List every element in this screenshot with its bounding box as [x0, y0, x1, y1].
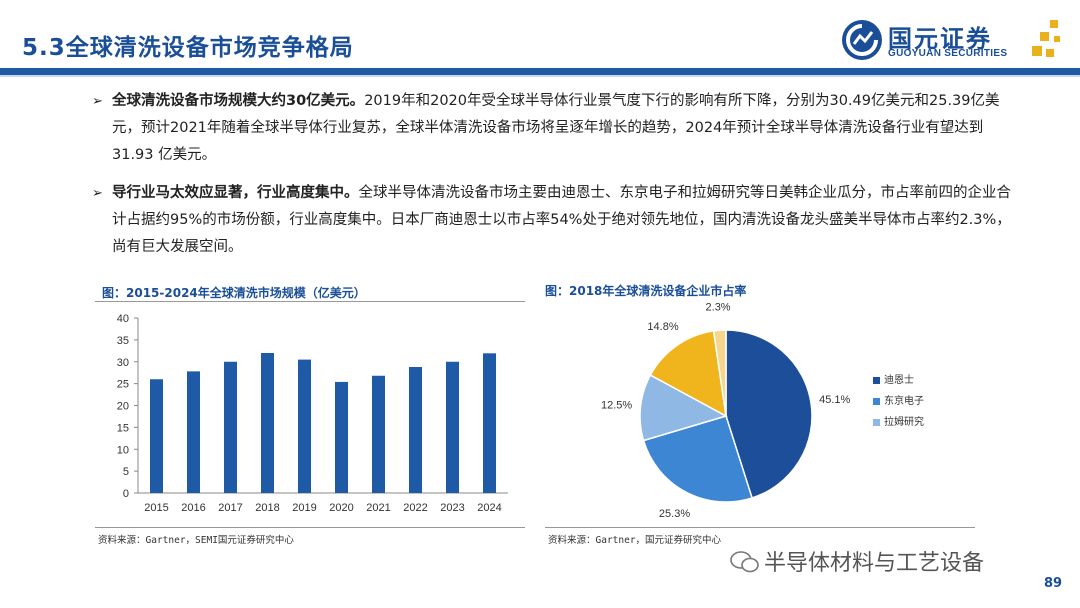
bar: [224, 361, 237, 493]
bullet-paragraph: ➢ 全球清洗设备市场规模大约30亿美元。2019年和2020年受全球半导体行业景…: [92, 88, 1022, 169]
y-tick-label: 40: [117, 313, 129, 325]
bar: [335, 381, 348, 493]
y-tick-label: 5: [123, 466, 129, 478]
source-note: 资料来源：Gartner，SEMI国元证券研究中心: [98, 535, 294, 546]
wechat-icon: [730, 551, 759, 573]
bar: [446, 361, 459, 493]
x-tick-label: 2019: [292, 502, 316, 514]
pie-slice: [712, 329, 727, 417]
y-tick-label: 15: [117, 422, 129, 434]
watermark-text: 半导体材料与工艺设备: [764, 551, 985, 576]
bullet-paragraph: ➢ 导行业马太效应显著，行业高度集中。全球半导体清洗设备市场主要由迪恩士、东京电…: [92, 180, 1022, 261]
source-rule: [95, 527, 525, 528]
y-tick-label: 30: [117, 357, 129, 369]
logo-emblem-icon: [842, 20, 882, 60]
x-tick-label: 2018: [255, 502, 279, 514]
pie-data-label: 2.3%: [706, 302, 731, 313]
x-tick-label: 2020: [329, 502, 353, 514]
legend-entry: 迪恩士: [873, 374, 933, 387]
pie-slice: [642, 415, 754, 503]
bar: [298, 359, 311, 493]
bar: [483, 353, 496, 493]
bar-chart: 0 5 10 15 20 25 30 35 40 2015 2016 2017 2018 2019 2020…: [117, 313, 508, 514]
x-tick-label: 2024: [477, 502, 501, 514]
y-tick-label: 25: [117, 379, 129, 391]
logo-text-cn: 国元证券: [888, 25, 992, 53]
bullet-lead: 全球清洗设备市场规模大约30亿美元。: [112, 93, 365, 109]
logo-square-icon: [1046, 49, 1054, 57]
x-tick-label: 2021: [366, 502, 390, 514]
legend-entry: 拉姆研究: [873, 416, 933, 429]
source-note: 资料来源：Gartner，国元证券研究中心: [548, 535, 722, 546]
page-number: 89: [1044, 576, 1063, 591]
pie-slice: [725, 329, 813, 499]
pie-slice: [639, 374, 728, 442]
company-logo: 国元证券 GUOYUAN SECURITIES: [842, 18, 1072, 64]
x-tick-label: 2022: [403, 502, 427, 514]
pie-data-label: 12.5%: [601, 400, 632, 412]
bullet-arrow-icon: ➢: [92, 186, 103, 201]
bar: [187, 371, 200, 493]
bullet-arrow-icon: ➢: [92, 94, 103, 109]
logo-square-icon: [1040, 32, 1049, 41]
y-tick-label: 0: [123, 488, 129, 500]
bar: [409, 367, 422, 493]
bar: [150, 379, 163, 493]
pie-data-label: 25.3%: [659, 508, 690, 520]
legend-label: 拉姆研究: [884, 417, 924, 428]
logo-text-en: GUOYUAN SECURITIES: [888, 48, 1008, 59]
logo-square-icon: [1054, 36, 1060, 42]
x-tick-label: 2017: [218, 502, 242, 514]
pie-data-label: 45.1%: [819, 394, 850, 406]
figure-caption: 图：2015-2024年全球清洗市场规模（亿美元）: [102, 286, 366, 300]
x-tick-label: 2023: [440, 502, 464, 514]
bullet-lead: 导行业马太效应显著，行业高度集中。: [112, 185, 359, 201]
x-tick-label: 2015: [144, 502, 168, 514]
y-tick-label: 35: [117, 335, 129, 347]
x-tick-label: 2016: [181, 502, 205, 514]
bar: [372, 375, 385, 493]
page-title: 5.3全球清洗设备市场竞争格局: [22, 35, 354, 61]
header-bar: [0, 68, 1080, 75]
bullet-text: 2019年和2020年受全球半导体行业景气度下行的影响有所下降，分别为30.49…: [112, 93, 1000, 163]
y-tick-label: 10: [117, 444, 129, 456]
legend-label: 迪恩士: [884, 375, 914, 386]
pie-data-label: 14.8%: [647, 321, 678, 333]
bar: [261, 353, 274, 493]
logo-square-icon: [1050, 20, 1058, 28]
header-bar-shadow: [0, 75, 1080, 77]
logo-square-icon: [1032, 46, 1042, 56]
bullet-text: 全球半导体清洗设备市场主要由迪恩士、东京电子和拉姆研究等日美韩企业瓜分，市占率前…: [112, 185, 1011, 255]
source-rule: [545, 527, 975, 528]
legend-swatch: [873, 376, 880, 384]
watermark: 半导体材料与工艺设备: [730, 545, 984, 577]
legend-label: 东京电子: [884, 396, 924, 407]
legend-swatch: [873, 397, 880, 405]
legend-entry: 东京电子: [873, 395, 933, 408]
figure-caption: 图：2018年全球清洗设备企业市占率: [545, 284, 747, 298]
pie-slice: [649, 330, 727, 418]
legend-swatch: [873, 418, 880, 426]
caption-rule: [95, 301, 525, 302]
pie-chart: 45.1% 25.3% 12.5% 14.8% 2.3%: [601, 302, 851, 520]
pie-legend: 迪恩士东京电子拉姆研究: [873, 374, 933, 437]
y-tick-label: 20: [117, 401, 129, 413]
